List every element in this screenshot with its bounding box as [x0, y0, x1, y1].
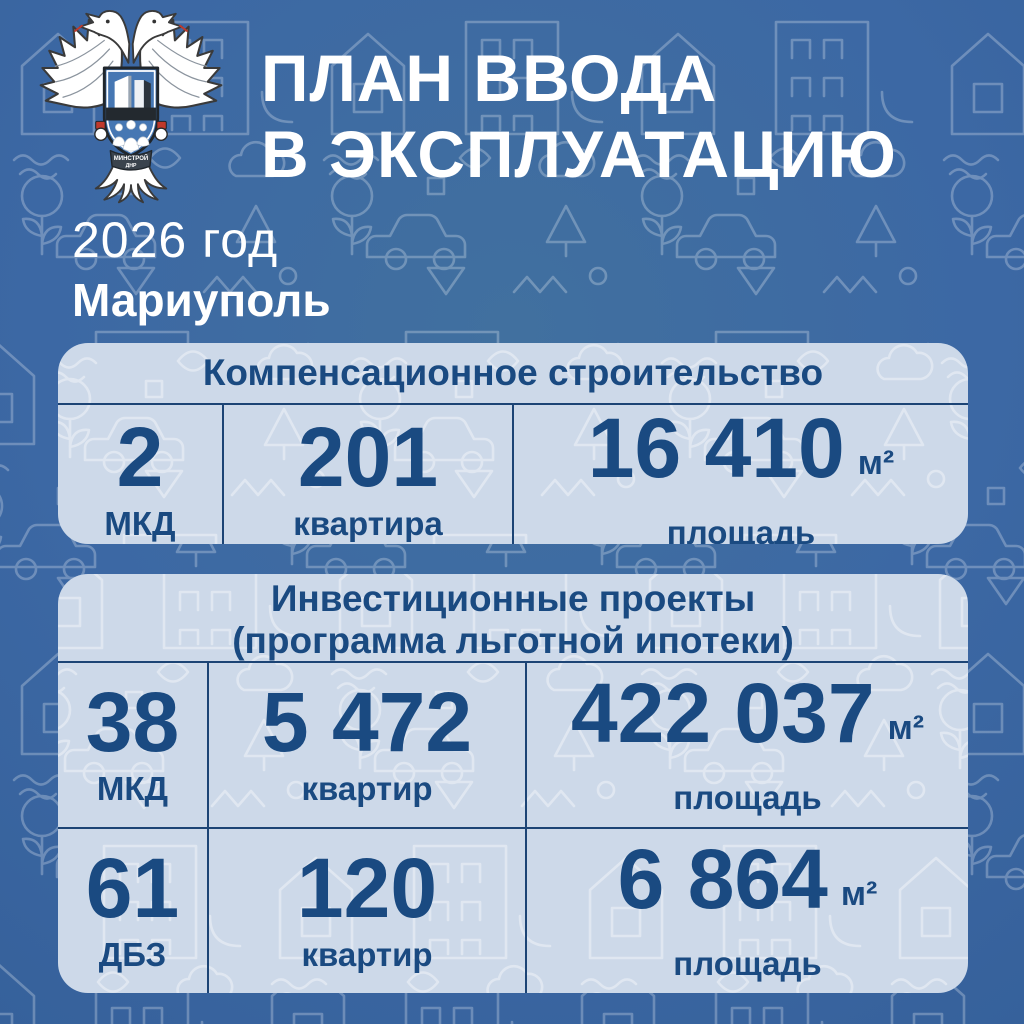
- page-title-line1: ПЛАН ВВОДА: [261, 41, 718, 115]
- stat-value: 2: [116, 410, 164, 504]
- stat-value: 120: [296, 841, 438, 935]
- stat-label: МКД: [104, 505, 176, 542]
- stat-value: 6 864: [617, 832, 828, 926]
- stat-cell-apartments: 201 квартира: [222, 405, 512, 544]
- card-title-line1: Инвестиционные проекты: [270, 578, 756, 619]
- stat-label: площадь: [673, 945, 822, 982]
- stat-cell-area: 16 410 м² площадь: [512, 405, 968, 544]
- minstroy-dnr-emblem: МИНСТРОЙ ДНР: [24, 6, 238, 204]
- stat-row: 61 ДБЗ 120 квартир 6 864 м² площадь: [58, 827, 968, 993]
- stat-unit: м²: [840, 875, 878, 913]
- stat-value: 38: [85, 675, 180, 769]
- stat-label: площадь: [673, 779, 822, 816]
- stat-cell-area: 6 864 м² площадь: [525, 829, 968, 993]
- page-title: ПЛАН ВВОДА В ЭКСПЛУАТАЦИЮ: [261, 40, 897, 192]
- page-title-line2: В ЭКСПЛУАТАЦИЮ: [261, 117, 897, 191]
- card-title-line2: (программа льготной ипотеки): [232, 620, 794, 661]
- stat-cell-apartments: 5 472 квартир: [207, 663, 525, 827]
- stat-row: 38 МКД 5 472 квартир 422 037 м² площадь: [58, 663, 968, 827]
- stat-cell-area: 422 037 м² площадь: [525, 663, 968, 827]
- stat-label: квартира: [293, 505, 443, 542]
- emblem-caption-line1: МИНСТРОЙ: [114, 154, 148, 162]
- stat-cell-dbz: 61 ДБЗ: [58, 829, 207, 993]
- double-headed-eagle-icon: МИНСТРОЙ ДНР: [39, 10, 223, 204]
- card-investment-projects: Инвестиционные проекты (программа льготн…: [58, 574, 968, 993]
- emblem-caption-line2: ДНР: [126, 163, 137, 169]
- card-title: Компенсационное строительство: [58, 343, 968, 405]
- stat-unit: м²: [887, 709, 925, 747]
- stat-cell-mkd: 38 МКД: [58, 663, 207, 827]
- city-label: Мариуполь: [72, 274, 331, 326]
- stat-value: 422 037: [570, 666, 875, 760]
- stat-value: 5 472: [261, 675, 473, 769]
- stat-cell-apartments: 120 квартир: [207, 829, 525, 993]
- stat-value: 201: [297, 410, 439, 504]
- stat-label: квартир: [301, 936, 433, 973]
- stat-label: площадь: [666, 514, 816, 545]
- stat-unit: м²: [857, 444, 895, 482]
- stat-value: 16 410: [587, 401, 845, 495]
- card-title: Инвестиционные проекты (программа льготн…: [58, 574, 968, 663]
- year-label: 2026 год: [72, 212, 279, 268]
- stat-cell-mkd: 2 МКД: [58, 405, 222, 544]
- stat-label: квартир: [301, 770, 433, 807]
- card-compensation-construction: Компенсационное строительство 2 МКД 201 …: [58, 343, 968, 544]
- stat-label: ДБЗ: [98, 936, 167, 973]
- stat-row: 2 МКД 201 квартира 16 410 м² площадь: [58, 405, 968, 544]
- stat-value: 61: [85, 841, 180, 935]
- stat-label: МКД: [96, 770, 169, 807]
